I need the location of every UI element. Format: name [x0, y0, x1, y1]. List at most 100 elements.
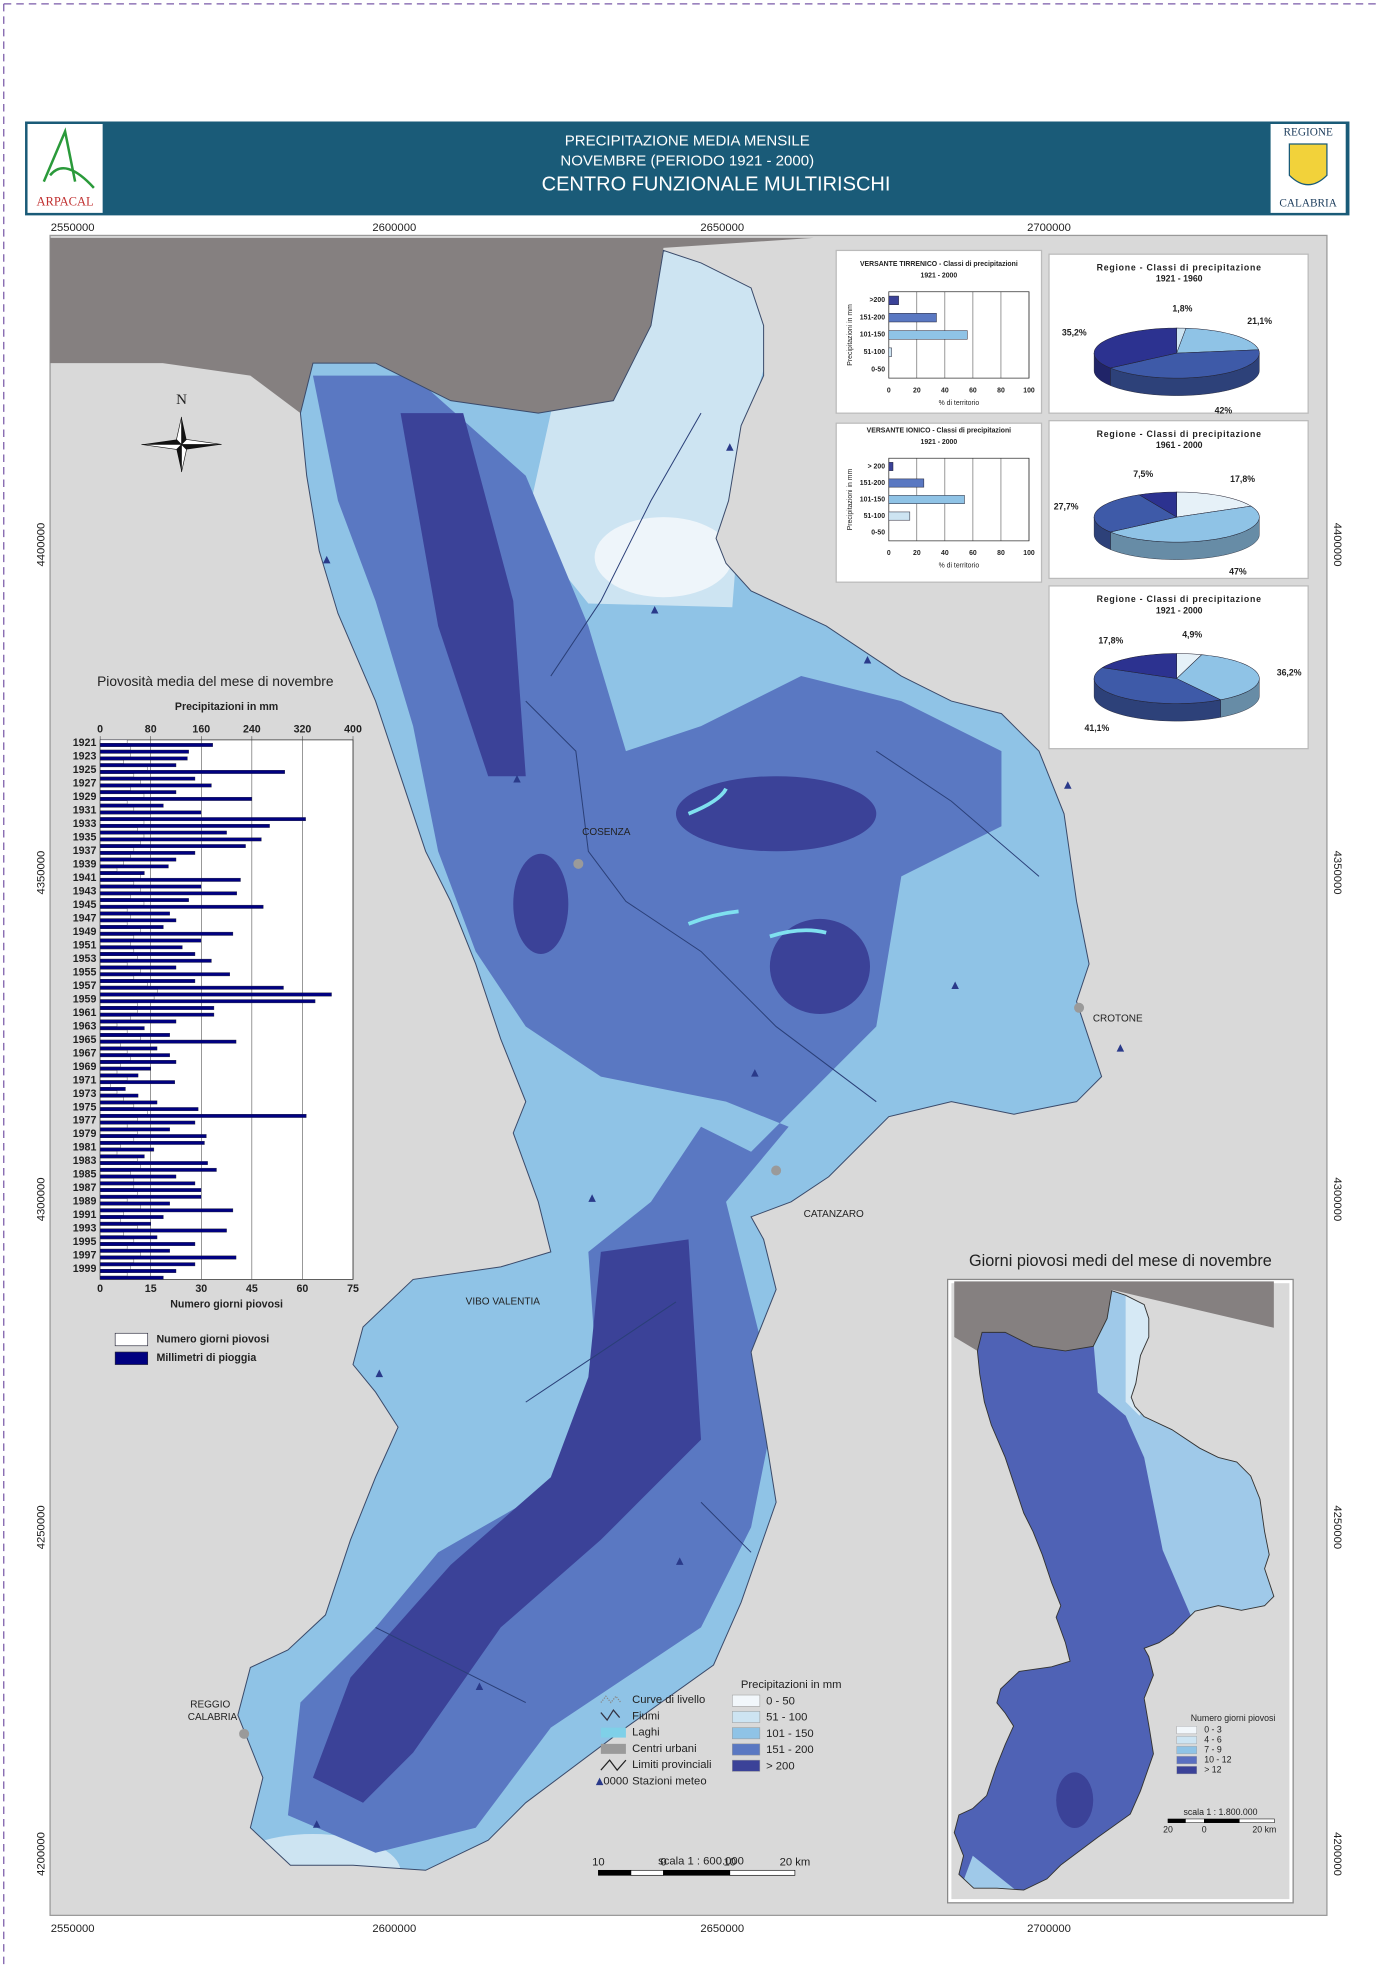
x-coord-label: 2700000	[1027, 222, 1071, 234]
x-coord-label: 2650000	[700, 1923, 744, 1935]
x-coord-label: 2600000	[372, 1923, 416, 1935]
x-tick-label: 30	[195, 1283, 207, 1295]
river	[875, 750, 1040, 877]
x-tick-label: 0	[97, 1283, 103, 1295]
bar	[888, 347, 892, 357]
bar	[99, 911, 170, 916]
pie-slice	[1101, 653, 1177, 679]
pie-slice	[1093, 327, 1177, 369]
y-tick-label: 101-150	[860, 332, 885, 339]
bar	[99, 918, 177, 923]
scale-tick: 20 km	[1252, 1825, 1276, 1835]
urban-area	[1074, 1002, 1085, 1013]
data-label: 41,1%	[1085, 723, 1110, 733]
bar	[99, 1218, 121, 1223]
data-label: 27,7%	[1054, 501, 1079, 511]
y-tick-label: 1949	[73, 926, 97, 938]
bar	[99, 1103, 135, 1108]
bar	[99, 1073, 139, 1078]
bar	[99, 803, 164, 808]
legend-symbol	[600, 1727, 626, 1738]
x-tick-label: 45	[246, 1283, 258, 1295]
bar	[99, 1006, 215, 1010]
scale-tick: 0	[1202, 1825, 1207, 1835]
bar	[99, 908, 128, 913]
chart-subtitle: 1921 - 2000	[921, 439, 958, 446]
bar	[99, 1036, 141, 1041]
y-tick-label: 1941	[73, 872, 97, 884]
y-tick-label: 1953	[73, 953, 97, 965]
bar	[99, 925, 164, 929]
x-coord-label: 2700000	[1027, 1923, 1071, 1935]
y-coord-label: 4400000	[1331, 523, 1343, 567]
y-coord-label: 4300000	[1331, 1177, 1343, 1221]
bar	[99, 1090, 118, 1095]
bar	[99, 824, 270, 828]
header-bar	[25, 121, 1350, 216]
y-tick-label: 51-100	[864, 513, 886, 520]
legend-swatch	[1176, 1746, 1197, 1755]
river	[550, 412, 702, 677]
data-label: 36,2%	[1277, 667, 1302, 677]
x-tick-label: 100	[1023, 387, 1035, 394]
bar	[99, 813, 151, 818]
logo-text: CALABRIA	[1279, 198, 1337, 210]
bar	[99, 1147, 155, 1152]
bar	[99, 1130, 138, 1135]
bar	[99, 1205, 141, 1209]
legend-symbol	[600, 1695, 622, 1704]
y-coord-label: 4200000	[1331, 1832, 1343, 1876]
bar	[888, 511, 911, 521]
x-tick-label: 0	[887, 387, 891, 394]
bar	[99, 857, 177, 862]
scale-tick: 20 km	[780, 1857, 811, 1869]
data-label: 17,8%	[1230, 474, 1255, 484]
y-axis-label: Precipitazioni in mm	[847, 304, 854, 366]
zone-over-200	[769, 918, 871, 1015]
bar	[99, 746, 131, 751]
bar	[99, 1188, 202, 1192]
y-tick-label: 1943	[73, 885, 97, 897]
y-axis-label: Precipitazioni in mm	[847, 469, 854, 531]
y-tick-label: 1945	[73, 899, 97, 911]
bar	[99, 1265, 131, 1270]
bar	[99, 1063, 121, 1068]
bar	[99, 1157, 138, 1162]
bar	[99, 797, 253, 801]
bar	[99, 1056, 131, 1061]
bar	[99, 1178, 135, 1182]
bar	[99, 1255, 237, 1260]
scale-bar	[729, 1869, 796, 1876]
y-tick-label: 1985	[73, 1169, 97, 1181]
bar	[99, 850, 196, 855]
y-tick-label: >200	[870, 297, 886, 304]
bar	[99, 753, 131, 757]
place-label: REGGIO	[190, 1700, 230, 1711]
bar	[99, 861, 124, 865]
bar	[99, 1198, 128, 1203]
inset-neighbour	[954, 1281, 1274, 1351]
y-tick-label: 151-200	[860, 480, 885, 487]
bar	[99, 786, 131, 791]
scale-tick: 20	[1163, 1825, 1173, 1835]
bar	[99, 1235, 158, 1240]
bar	[99, 1076, 128, 1081]
y-tick-label: 1999	[73, 1263, 97, 1275]
bar	[99, 1140, 205, 1145]
bar	[99, 1242, 196, 1246]
legend-label: Millimetri di pioggia	[156, 1352, 256, 1364]
y-coord-label: 4250000	[1331, 1505, 1343, 1549]
bar	[99, 989, 158, 993]
header-title: NOVEMBRE (PERIODO 1921 - 2000)	[560, 153, 814, 170]
x-axis-label: Numero giorni piovosi	[170, 1298, 283, 1310]
legend-label: > 200	[766, 1760, 794, 1772]
y-tick-label: 51-100	[864, 349, 886, 356]
legend-swatch	[732, 1727, 761, 1740]
place-label: CATANZARO	[804, 1209, 864, 1220]
bar	[99, 969, 141, 973]
y-tick-label: 1933	[73, 818, 97, 830]
bar	[99, 749, 189, 754]
x-tick-label: 60	[297, 1283, 309, 1295]
